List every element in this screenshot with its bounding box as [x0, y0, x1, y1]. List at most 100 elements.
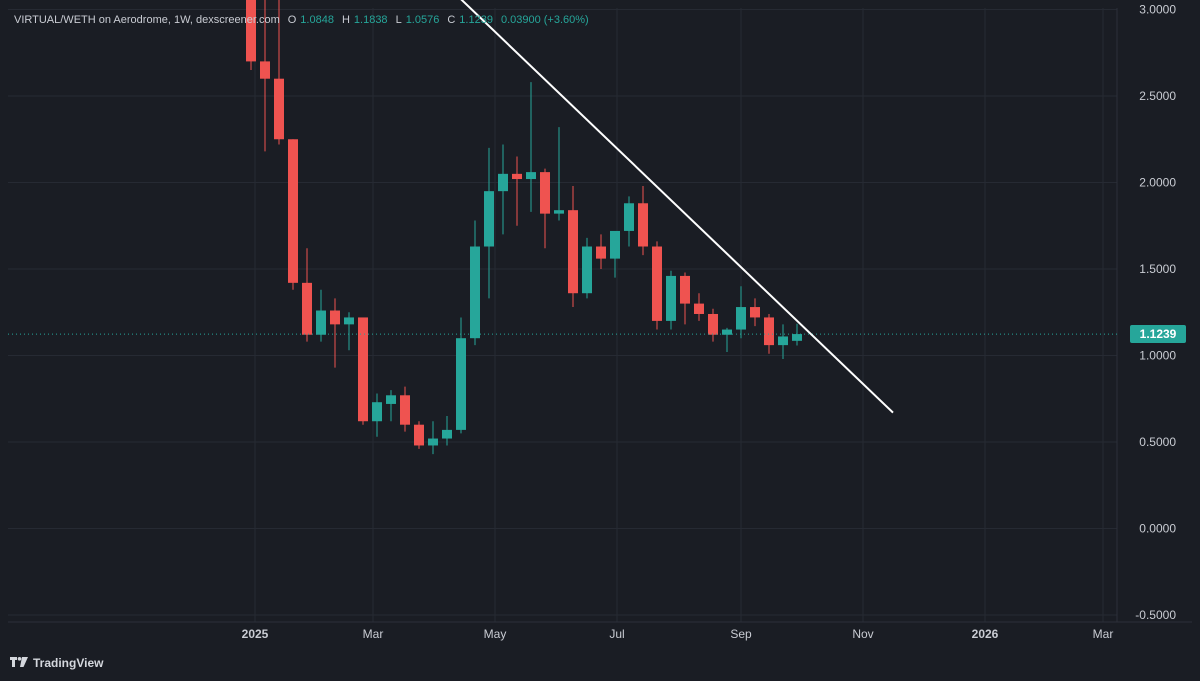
candle-body — [610, 230, 620, 259]
candle-up[interactable] — [470, 220, 480, 346]
candle-body — [778, 336, 788, 346]
candle-down[interactable] — [652, 241, 662, 330]
high-value: 1.1838 — [353, 14, 388, 26]
candle-body — [568, 210, 578, 294]
y-tick-label: 0.0000 — [1139, 522, 1176, 536]
candles — [246, 0, 802, 455]
candle-body — [750, 307, 760, 318]
y-tick-label: 1.0000 — [1139, 349, 1176, 363]
candle-down[interactable] — [274, 0, 284, 145]
candle-up[interactable] — [386, 390, 396, 422]
change-value: 0.03900 (+3.60%) — [500, 14, 589, 26]
candle-body — [400, 395, 410, 425]
candle-down[interactable] — [708, 308, 718, 342]
candle-body — [428, 438, 438, 446]
y-tick-label: 1.5000 — [1139, 262, 1176, 276]
candle-body — [680, 275, 690, 304]
candle-body — [638, 203, 648, 247]
candle-up[interactable] — [526, 82, 536, 212]
candle-up[interactable] — [498, 144, 508, 235]
candle-down[interactable] — [414, 421, 424, 449]
low-value: 1.0576 — [405, 14, 440, 26]
candle-body — [512, 173, 522, 180]
candle-up[interactable] — [736, 286, 746, 339]
candle-up[interactable] — [722, 327, 732, 353]
high-label: H — [341, 14, 350, 26]
candle-down[interactable] — [330, 298, 340, 368]
symbol-title: VIRTUAL/WETH on Aerodrome, 1W, dexscreen… — [14, 14, 280, 26]
candle-up[interactable] — [610, 230, 620, 278]
y-tick-label: 0.5000 — [1139, 435, 1176, 449]
candle-up[interactable] — [778, 324, 788, 359]
candle-down[interactable] — [246, 0, 256, 71]
candle-body — [260, 61, 270, 79]
candle-up[interactable] — [624, 196, 634, 247]
tradingview-brand[interactable]: TradingView — [10, 656, 103, 670]
candle-body — [764, 317, 774, 346]
candle-body — [386, 395, 396, 404]
candle-down[interactable] — [694, 293, 704, 321]
candle-up[interactable] — [372, 393, 382, 437]
last-price-tag: 1.1239 — [1130, 325, 1186, 344]
candle-body — [470, 246, 480, 339]
candle-down[interactable] — [750, 298, 760, 327]
x-tick-label: 2025 — [242, 627, 269, 641]
x-tick-label: Jul — [609, 627, 624, 641]
candle-body — [736, 307, 746, 330]
candle-down[interactable] — [568, 185, 578, 308]
candle-down[interactable] — [288, 139, 298, 290]
candle-down[interactable] — [400, 386, 410, 432]
candle-down[interactable] — [596, 234, 606, 269]
candle-body — [358, 317, 368, 422]
candle-down[interactable] — [512, 156, 522, 226]
candle-body — [540, 172, 550, 214]
x-tick-label: 2026 — [972, 627, 999, 641]
candle-body — [288, 139, 298, 283]
candle-body — [722, 329, 732, 335]
x-tick-label: Sep — [730, 627, 752, 641]
close-value: 1.1239 — [459, 14, 493, 26]
candle-down[interactable] — [638, 185, 648, 256]
open-label: O — [287, 14, 297, 26]
candle-up[interactable] — [666, 270, 676, 330]
candle-body — [414, 424, 424, 446]
symbol-legend: VIRTUAL/WETH on Aerodrome, 1W, dexscreen… — [14, 14, 589, 26]
candle-up[interactable] — [484, 147, 494, 299]
candle-up[interactable] — [428, 421, 438, 455]
candle-down[interactable] — [260, 0, 270, 152]
candle-up[interactable] — [792, 323, 802, 346]
candle-down[interactable] — [680, 272, 690, 325]
candle-up[interactable] — [582, 237, 592, 299]
candle-body — [498, 173, 508, 192]
candle-body — [344, 317, 354, 325]
candle-body — [484, 191, 494, 247]
candle-body — [554, 210, 564, 214]
y-tick-label: 2.0000 — [1139, 176, 1176, 190]
candle-up[interactable] — [344, 312, 354, 351]
brand-name: TradingView — [33, 656, 104, 670]
candle-body — [708, 313, 718, 335]
candle-up[interactable] — [442, 416, 452, 446]
candle-down[interactable] — [302, 248, 312, 342]
axis-ticks: 5.50005.00004.50004.00003.50003.00002.50… — [242, 3, 1177, 642]
candle-body — [372, 402, 382, 422]
candle-body — [442, 429, 452, 439]
candle-down[interactable] — [540, 168, 550, 249]
candle-down[interactable] — [358, 317, 368, 425]
candle-body — [456, 338, 466, 430]
open-value: 1.0848 — [300, 14, 334, 26]
trendline[interactable] — [441, 0, 894, 414]
candle-body — [274, 78, 284, 140]
candle-up[interactable] — [456, 317, 466, 434]
close-label: C — [447, 14, 456, 26]
x-tick-label: Mar — [363, 627, 384, 641]
candle-up[interactable] — [554, 127, 564, 221]
candle-body — [330, 310, 340, 325]
overlays — [8, 0, 1117, 414]
candle-up[interactable] — [316, 289, 326, 342]
x-tick-label: Mar — [1093, 627, 1114, 641]
y-tick-label: -0.5000 — [1135, 608, 1176, 622]
candle-body — [624, 203, 634, 231]
